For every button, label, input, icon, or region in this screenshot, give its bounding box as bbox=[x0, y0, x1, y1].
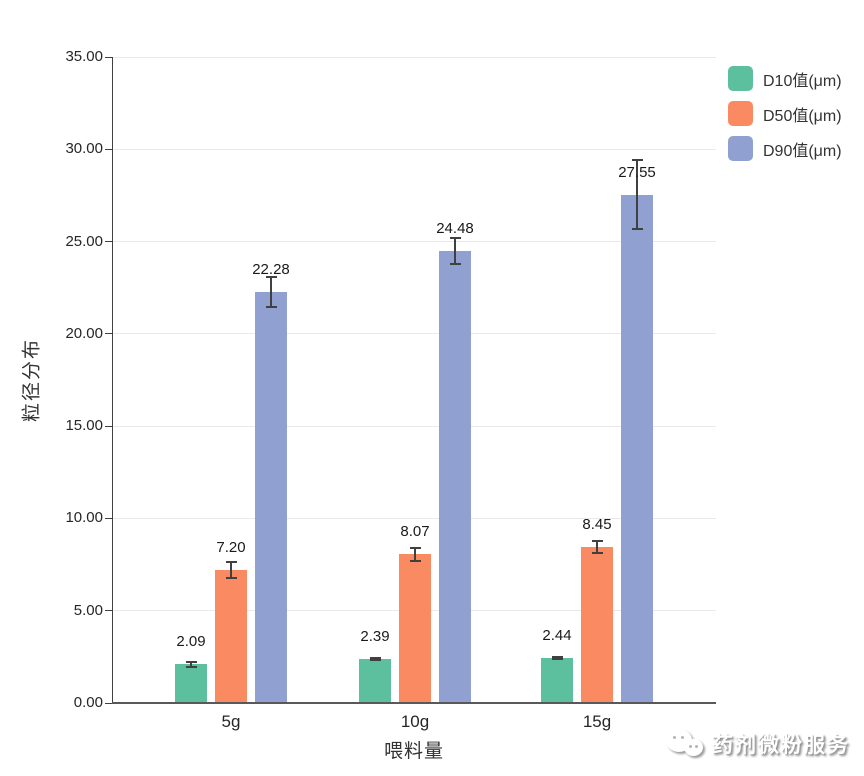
wechat-icon bbox=[664, 725, 706, 763]
error-bar-cap bbox=[631, 227, 643, 230]
legend-swatch-d10 bbox=[728, 66, 753, 91]
error-bar-cap bbox=[265, 276, 277, 278]
y-axis-tick bbox=[105, 241, 112, 243]
legend-label-d10: D10值(μm) bbox=[763, 72, 842, 90]
value-label-d90-5g: 22.28 bbox=[252, 260, 290, 278]
error-bar bbox=[596, 540, 598, 554]
error-bar-cap bbox=[551, 658, 563, 661]
y-axis-tick bbox=[105, 333, 112, 335]
value-label-d50-10g: 8.07 bbox=[400, 523, 430, 541]
wechat-eye bbox=[681, 736, 684, 739]
legend-swatch-d50 bbox=[728, 101, 753, 126]
bar-d10-5g bbox=[175, 664, 207, 703]
y-tick-label: 20.00 bbox=[65, 324, 103, 342]
y-axis-tick bbox=[105, 610, 112, 612]
y-axis-tick bbox=[105, 702, 112, 704]
wechat-eye bbox=[673, 736, 676, 739]
y-tick-label: 35.00 bbox=[65, 48, 103, 65]
error-bar-cap bbox=[449, 237, 461, 240]
wechat-eye bbox=[695, 745, 698, 748]
bar-d10-10g bbox=[359, 658, 391, 703]
bar-d90-10g bbox=[439, 251, 471, 703]
error-bar-cap bbox=[369, 656, 381, 659]
error-bar-cap bbox=[265, 305, 277, 308]
watermark-text: 药剂微粉服务 bbox=[712, 734, 850, 757]
bar-d50-15g bbox=[581, 547, 613, 703]
bar-d50-5g bbox=[215, 570, 247, 703]
error-bar-cap bbox=[591, 552, 603, 555]
bar-d90-5g bbox=[255, 291, 287, 703]
y-tick-label: 15.00 bbox=[65, 417, 103, 435]
value-label-d50-15g: 8.45 bbox=[582, 516, 612, 534]
error-bar bbox=[270, 277, 272, 307]
legend-label-d90: D90值(μm) bbox=[763, 142, 842, 160]
error-bar bbox=[414, 547, 416, 561]
y-tick-label: 0.00 bbox=[73, 694, 103, 711]
error-bar-cap bbox=[185, 666, 197, 669]
value-label-d10-10g: 2.39 bbox=[360, 627, 390, 645]
x-tick-label-15g: 15g bbox=[582, 712, 612, 731]
error-bar-cap bbox=[409, 559, 421, 562]
error-bar bbox=[556, 656, 558, 660]
wechat-bubble-small bbox=[684, 739, 703, 756]
legend-item-d50: D50值(μm) bbox=[728, 101, 842, 126]
y-tick-label: 10.00 bbox=[65, 509, 103, 527]
legend-item-d90: D90值(μm) bbox=[728, 136, 842, 161]
watermark: 药剂微粉服务 bbox=[664, 722, 850, 766]
y-tick-label: 25.00 bbox=[65, 232, 103, 250]
error-bar-cap bbox=[369, 658, 381, 661]
error-bar bbox=[636, 160, 638, 229]
y-axis-tick bbox=[105, 425, 112, 427]
error-bar bbox=[374, 657, 376, 660]
gridline bbox=[112, 425, 716, 427]
legend-swatch-d90 bbox=[728, 136, 753, 161]
value-label-d10-5g: 2.09 bbox=[176, 633, 206, 651]
x-tick-label-5g: 5g bbox=[221, 712, 241, 731]
legend: D10值(μm) D50值(μm) D90值(μm) bbox=[728, 66, 842, 171]
gridline bbox=[112, 333, 716, 335]
bar-d50-10g bbox=[399, 554, 431, 703]
error-bar-cap bbox=[551, 655, 563, 658]
error-bar bbox=[190, 661, 192, 668]
error-bar-cap bbox=[449, 263, 461, 266]
error-bar bbox=[230, 561, 232, 579]
gridline bbox=[112, 241, 716, 243]
error-bar-cap bbox=[225, 577, 237, 580]
error-bar-cap bbox=[185, 660, 197, 663]
value-label-d90-15g: 27.55 bbox=[618, 163, 656, 181]
y-tick-label: 5.00 bbox=[73, 601, 103, 619]
error-bar bbox=[454, 238, 456, 265]
y-axis-tick bbox=[105, 148, 112, 150]
value-label-d50-5g: 7.20 bbox=[216, 539, 246, 557]
y-axis-tick bbox=[105, 56, 112, 58]
error-bar-cap bbox=[591, 539, 603, 542]
y-axis-line bbox=[112, 57, 113, 703]
y-axis-tick bbox=[105, 517, 112, 519]
legend-label-d50: D50值(μm) bbox=[763, 107, 842, 125]
y-tick-label: 30.00 bbox=[65, 140, 103, 158]
bar-d10-15g bbox=[541, 657, 573, 703]
x-axis-title: 喂料量 bbox=[383, 741, 444, 762]
error-bar-cap bbox=[225, 560, 237, 563]
error-bar-cap bbox=[409, 546, 421, 549]
gridline bbox=[112, 148, 716, 150]
gridline bbox=[112, 56, 716, 58]
x-axis-line bbox=[112, 702, 716, 704]
error-bar-cap bbox=[631, 159, 643, 162]
value-label-d90-10g: 24.48 bbox=[436, 220, 474, 238]
x-tick-label-10g: 10g bbox=[400, 712, 430, 731]
value-label-d10-15g: 2.44 bbox=[542, 626, 572, 644]
bar-d90-15g bbox=[621, 194, 653, 703]
gridline bbox=[112, 517, 716, 519]
wechat-eye bbox=[689, 745, 692, 748]
legend-item-d10: D10值(μm) bbox=[728, 66, 842, 91]
y-axis-title: 粒径分布 bbox=[21, 337, 43, 423]
